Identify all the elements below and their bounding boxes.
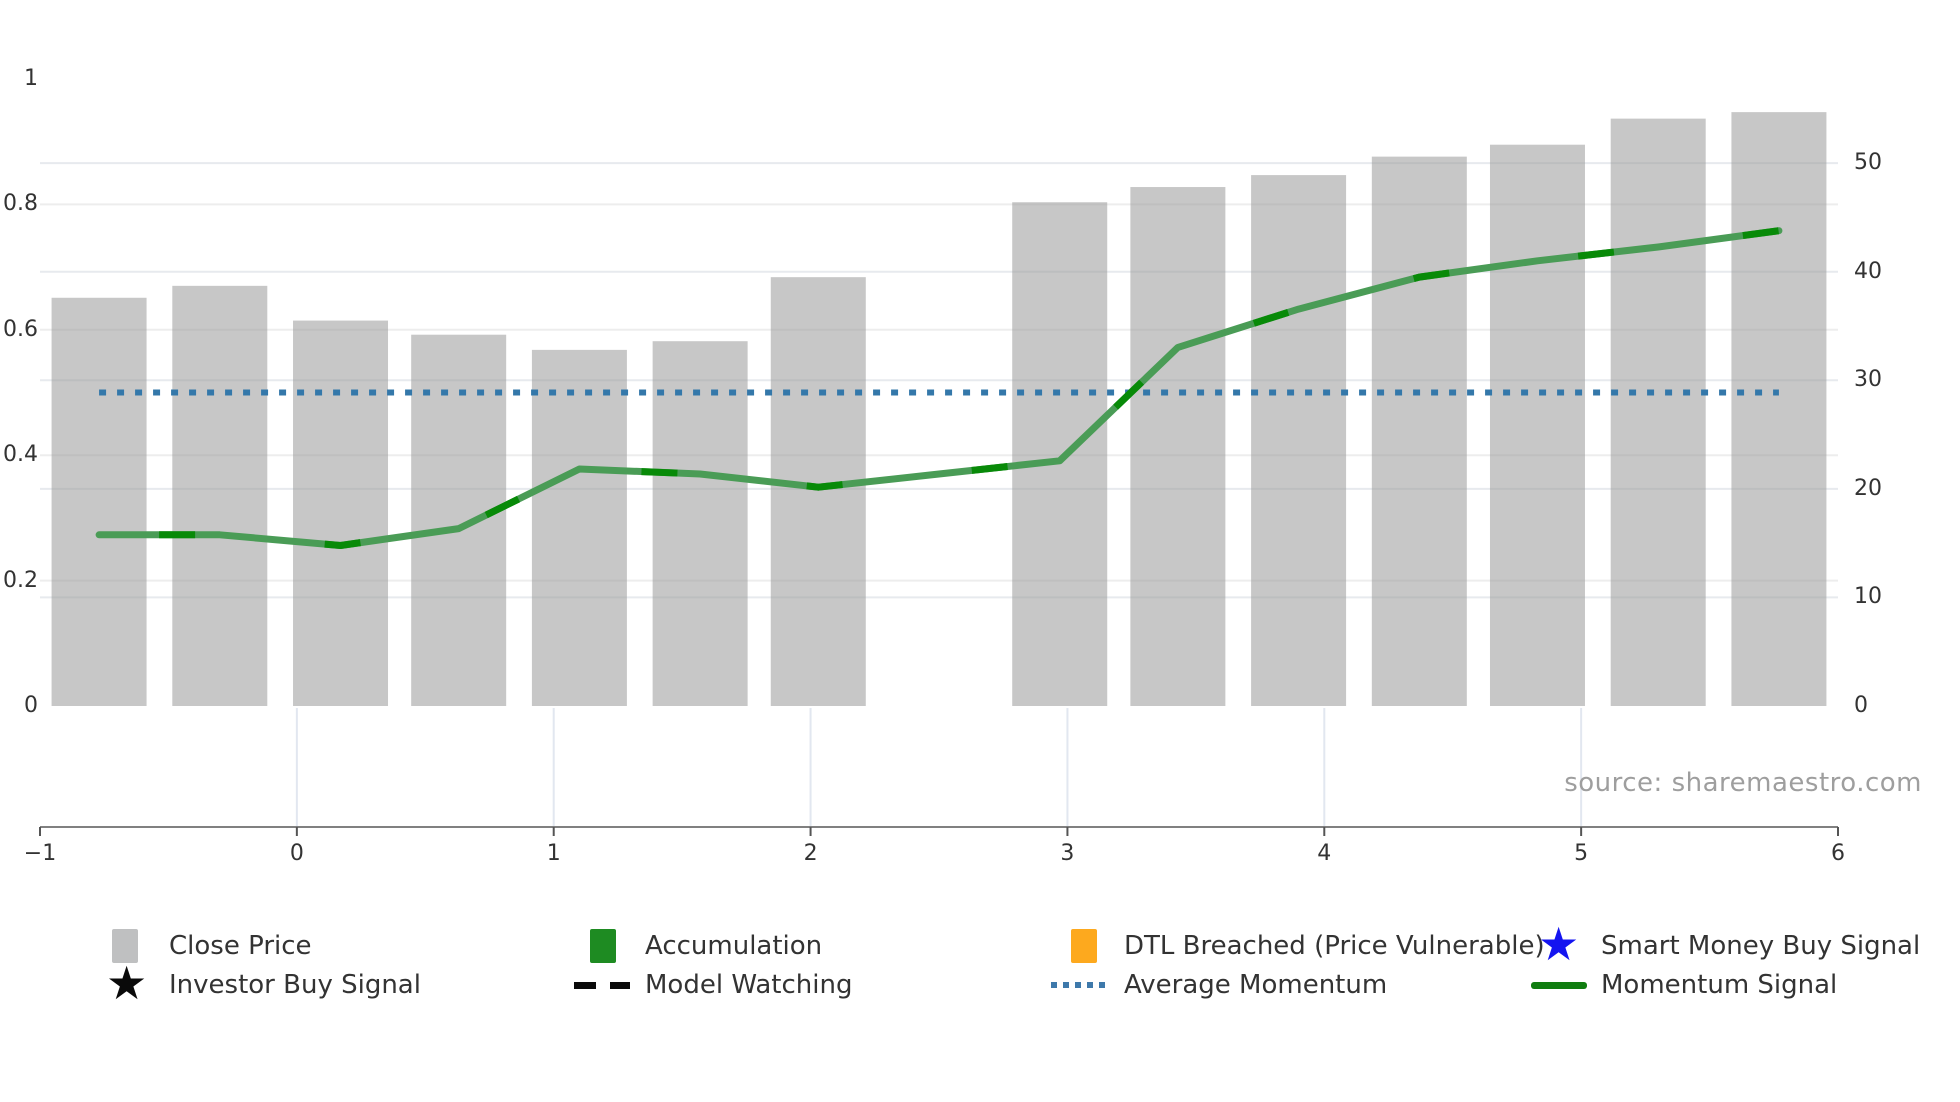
y-tick-label-right: 50	[1854, 150, 1882, 176]
legend-label: DTL Breached (Price Vulnerable)	[1124, 931, 1545, 961]
legend-label: Model Watching	[645, 970, 853, 1000]
momentum-signal-swatch-icon	[1531, 981, 1587, 989]
close-price-bar	[172, 285, 268, 706]
y-tick-label-left: 0.2	[3, 567, 38, 593]
x-tick-label: 6	[1831, 841, 1845, 866]
plot-area	[40, 112, 1838, 706]
y-tick-label-right: 10	[1854, 584, 1882, 610]
source-note: source: sharemaestro.com	[1564, 768, 1922, 798]
momentum-signal-line	[95, 227, 1783, 549]
y-tick-label-right: 0	[1854, 693, 1868, 718]
legend-item-investor-buy-signal[interactable]: ★ Investor Buy Signal	[106, 956, 421, 1010]
x-axis-band	[39, 708, 1839, 836]
legend-label: Accumulation	[645, 931, 823, 961]
close-price-bar	[411, 334, 507, 706]
y-tick-label-right: 40	[1854, 258, 1882, 284]
x-tick-label: −1	[23, 841, 57, 866]
x-tick-label: 5	[1574, 841, 1589, 866]
close-price-bar	[770, 277, 866, 706]
legend-label: Momentum Signal	[1601, 970, 1838, 1000]
legend-item-smart-money-buy-signal[interactable]: ★ Smart Money Buy Signal	[1538, 917, 1920, 971]
close-price-bar	[1489, 144, 1585, 706]
x-tick-label: 3	[1060, 841, 1075, 866]
close-price-bar	[1130, 187, 1226, 706]
y-tick-label-left: 0.6	[3, 316, 38, 342]
model-watching-swatch-icon	[574, 981, 630, 989]
close-price-bar	[293, 320, 389, 706]
close-price-bar	[531, 349, 627, 706]
legend-label: Average Momentum	[1124, 970, 1388, 1000]
legend-label: Investor Buy Signal	[169, 970, 421, 1000]
legend-item-model-watching[interactable]: Model Watching	[574, 966, 852, 1004]
close-price-bar	[1012, 202, 1108, 706]
x-tick-label: 4	[1317, 841, 1332, 866]
legend-item-momentum-signal[interactable]: Momentum Signal	[1531, 966, 1837, 1004]
close-price-swatch-icon	[112, 929, 138, 963]
accumulation-swatch-icon	[590, 929, 616, 963]
average-momentum-swatch-icon	[1051, 982, 1107, 988]
y-tick-label-right: 30	[1854, 367, 1882, 393]
y-tick-label-left: 0	[24, 693, 38, 718]
y-tick-label-left: 0.4	[3, 442, 38, 468]
smart-money-buy-signal-star-icon: ★	[1538, 917, 1580, 971]
legend-label: Close Price	[169, 931, 312, 961]
y-tick-label-left: 0.8	[3, 191, 38, 217]
x-tick-label: 0	[289, 841, 304, 866]
x-tick-label: 1	[546, 841, 561, 866]
legend-item-average-momentum[interactable]: Average Momentum	[1051, 966, 1387, 1004]
dtl-breached-swatch-icon	[1071, 929, 1097, 963]
close-price-bar	[1731, 112, 1827, 706]
close-price-bar	[1371, 156, 1467, 706]
legend-item-close-price[interactable]: Close Price	[112, 927, 312, 965]
legend-label: Smart Money Buy Signal	[1601, 931, 1921, 961]
x-tick-label: 2	[803, 841, 818, 866]
y-tick-label-right: 20	[1854, 475, 1882, 501]
close-price-bar	[652, 341, 748, 706]
legend-item-accumulation[interactable]: Accumulation	[590, 927, 822, 965]
close-price-bar	[51, 297, 147, 706]
y-tick-label-left: 1	[24, 66, 38, 91]
close-price-bar	[1610, 118, 1706, 706]
investor-buy-signal-star-icon: ★	[106, 956, 148, 1010]
legend-item-dtl-breached[interactable]: DTL Breached (Price Vulnerable)	[1071, 927, 1545, 965]
close-price-bar	[1251, 175, 1347, 706]
